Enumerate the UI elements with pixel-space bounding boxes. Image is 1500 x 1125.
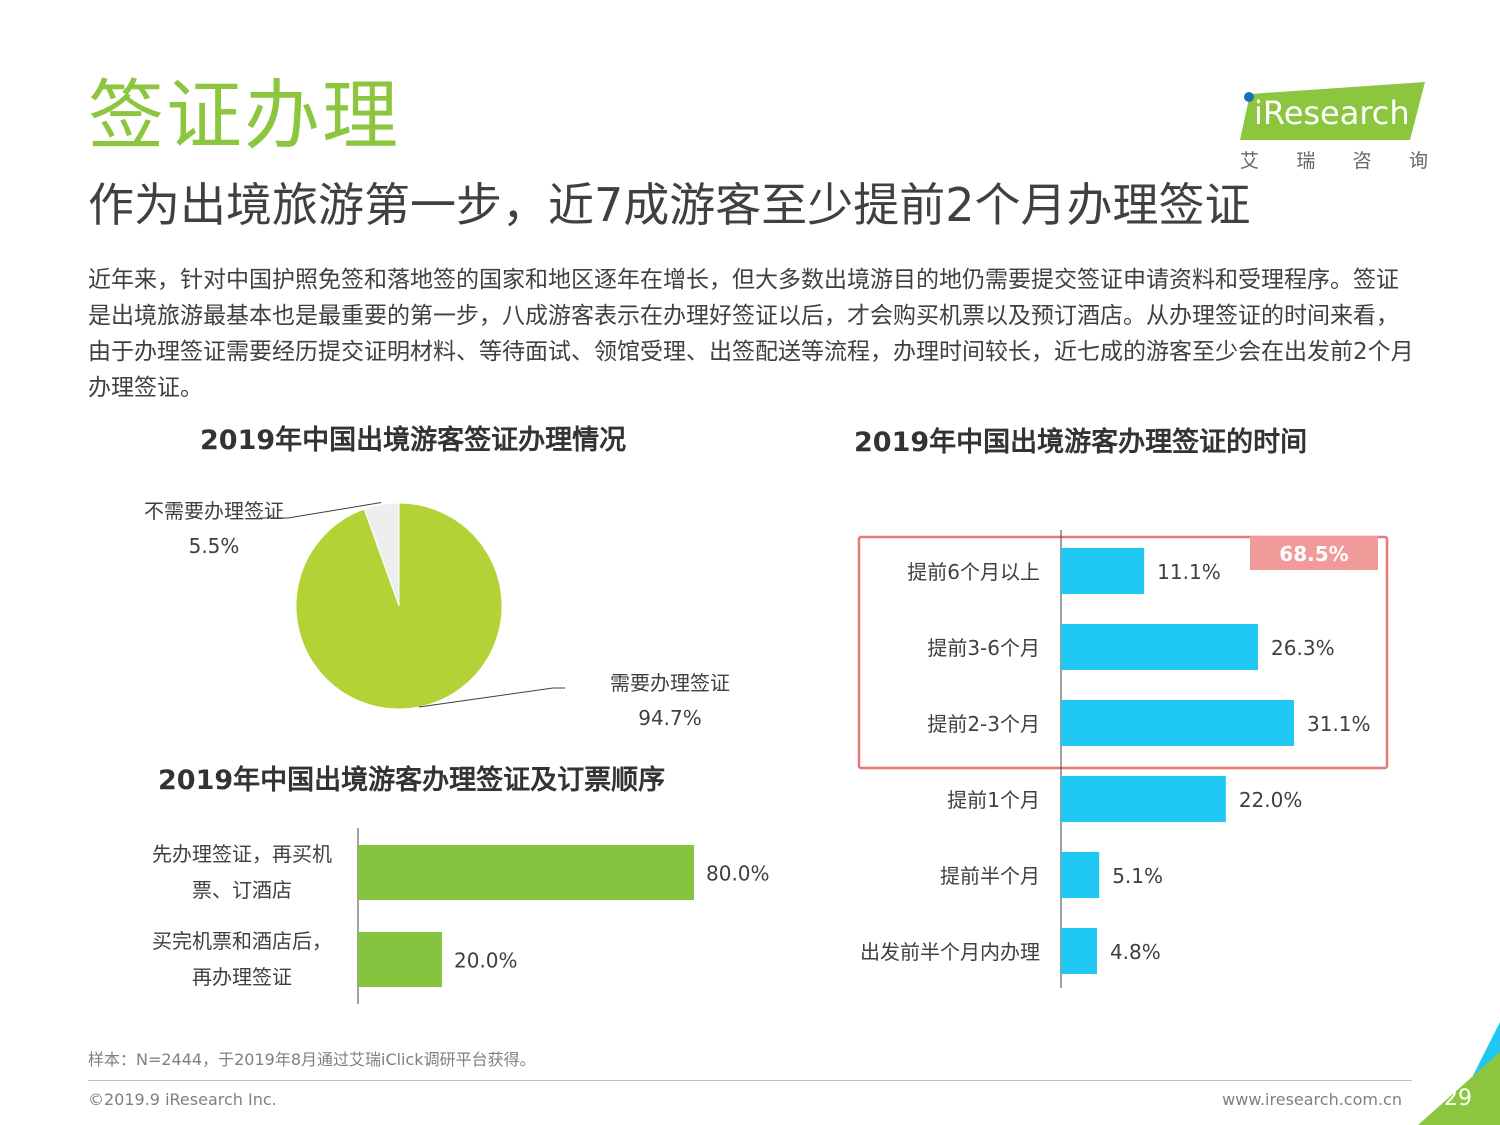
timing-value-label: 22.0% [1239,788,1303,812]
pie-leader-line [418,687,565,708]
timing-value-label: 4.8% [1110,940,1161,964]
timing-bar [1061,776,1226,822]
pie-chart: 不需要办理签证 5.5% 需要办理签证 94.7% [144,499,730,730]
timing-bar [1061,548,1145,594]
timing-category-label: 提前2-3个月 [927,712,1040,736]
order-bar [358,845,694,900]
order-bar [358,932,442,987]
order-category-label: 买完机票和酒店后， [152,929,332,953]
highlight-box [857,535,1389,770]
timing-bar [1061,852,1100,898]
pie-leader-line [260,502,382,519]
logo-subtitle: 艾 瑞 咨 询 [1240,146,1428,173]
logo-sub-char: 艾 [1240,150,1260,172]
timing-bar [1061,700,1294,746]
corner-decoration [1418,1022,1500,1125]
logo-sub-char: 瑞 [1296,150,1316,172]
pie-label: 不需要办理签证 [144,499,284,523]
timing-category-label: 提前6个月以上 [907,560,1040,584]
section-title: 签证办理 [88,71,400,160]
highlight-badge [1250,536,1378,570]
headline: 作为出境旅游第一步，近7成游客至少提前2个月办理签证 [88,178,1251,232]
timing-value-label: 5.1% [1112,864,1163,888]
order-value-label: 80.0% [706,862,770,886]
copyright: ©2019.9 iResearch Inc. [88,1090,277,1109]
order-category-label: 票、订酒店 [192,878,292,902]
logo-text: iResearch [1254,94,1410,132]
timing-value-label: 31.1% [1307,712,1371,736]
timing-bar [1061,624,1259,670]
logo-sub-char: 询 [1408,150,1428,172]
pie-slice [295,502,503,710]
sample-note: 样本：N=2444，于2019年8月通过艾瑞iClick调研平台获得。 [88,1050,536,1069]
timing-category-label: 出发前半个月内办理 [860,940,1040,964]
timing-category-label: 提前3-6个月 [927,636,1040,660]
footer-divider [88,1080,1412,1081]
timing-value-label: 11.1% [1157,560,1221,584]
timing-category-label: 提前1个月 [947,788,1040,812]
order-category-label: 再办理签证 [192,965,292,989]
logo-sub-char: 咨 [1352,150,1372,172]
page-number: 29 [1444,1086,1472,1111]
pie-label: 需要办理签证 [610,671,730,695]
timing-bar-chart: 68.5% 提前6个月以上 11.1% 提前3-6个月 26.3% 提前2-3个月 31.1… [857,530,1389,988]
order-category-label: 先办理签证，再买机 [152,842,332,866]
highlight-badge-label: 68.5% [1279,542,1348,566]
website-url: www.iresearch.com.cn [1222,1090,1402,1109]
pie-chart-title: 2019年中国出境游客签证办理情况 [200,425,627,456]
pie-value-label: 94.7% [638,706,702,730]
order-value-label: 20.0% [454,949,518,973]
body-paragraph: 近年来，针对中国护照免签和落地签的国家和地区逐年在增长，但大多数出境游目的地仍需… [88,267,1414,401]
order-chart-title: 2019年中国出境游客办理签证及订票顺序 [158,765,666,796]
timing-chart-title: 2019年中国出境游客办理签证的时间 [854,427,1308,458]
timing-bar [1061,928,1097,974]
timing-value-label: 26.3% [1271,636,1335,660]
pie-value-label: 5.5% [189,534,240,558]
timing-category-label: 提前半个月 [940,864,1040,888]
iresearch-logo: iResearch [1240,82,1428,154]
